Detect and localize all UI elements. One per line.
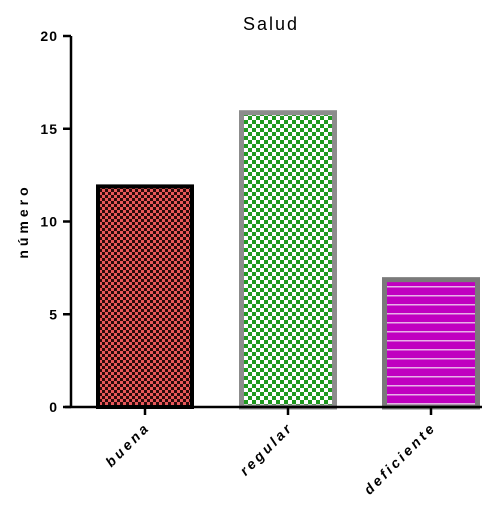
y-ticks-group: 0 5 10 15 20 [40, 28, 71, 415]
bar-buena [96, 184, 194, 409]
y-tick-label: 10 [40, 214, 58, 230]
y-tick-label: 0 [49, 399, 58, 415]
chart-title: Salud [243, 14, 299, 34]
bars-group [96, 110, 480, 410]
x-tick-label-buena: buena [102, 419, 153, 470]
x-tick-label-regular: regular [236, 419, 296, 479]
y-tick-label: 5 [49, 306, 58, 322]
bar-deficiente [382, 277, 480, 410]
y-axis-label: número [15, 183, 31, 258]
bar-regular [239, 110, 337, 410]
x-ticks-group: buena regular deficiente [102, 407, 439, 498]
y-tick-label: 20 [40, 28, 58, 44]
y-tick-label: 15 [40, 121, 58, 137]
x-tick-label-deficiente: deficiente [360, 419, 439, 498]
